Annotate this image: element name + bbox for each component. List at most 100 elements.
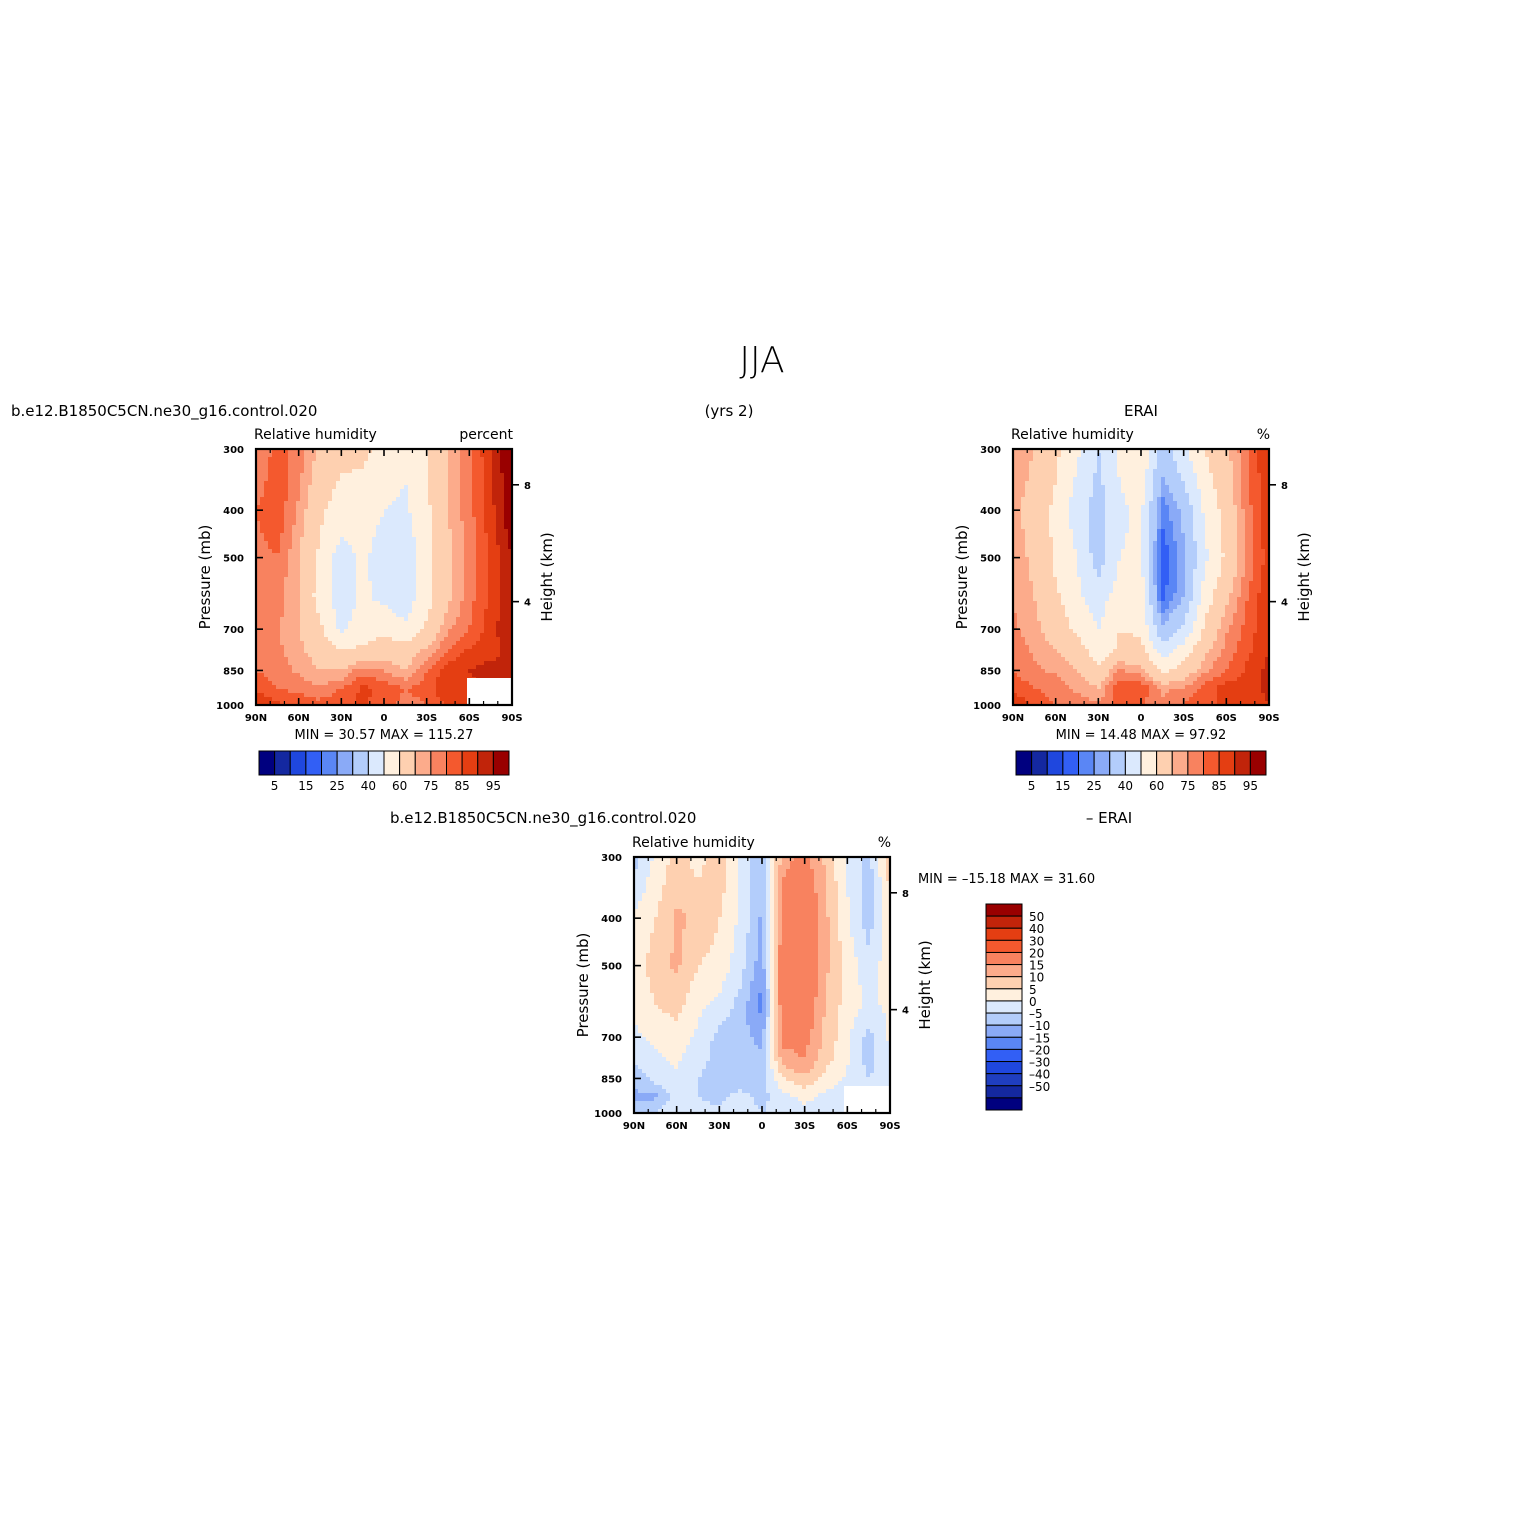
contour-cell [368,569,373,574]
contour-cell [1073,489,1078,494]
contour-cell [400,593,405,598]
contour-cell [340,541,345,546]
contour-cell [296,505,301,510]
contour-cell [268,545,273,550]
contour-cell [1133,497,1138,502]
contour-cell [328,453,333,458]
contour-cell [1061,485,1066,490]
contour-cell [508,473,513,478]
contour-cell [1097,481,1102,486]
contour-cell [348,585,353,590]
contour-cell [1157,453,1162,458]
contour-cell [428,685,433,690]
contour-cell [476,597,481,602]
contour-cell [1253,489,1258,494]
contour-cell [340,485,345,490]
contour-cell [460,681,465,686]
contour-cell [472,633,477,638]
contour-cell [496,613,501,618]
contour-cell [308,621,313,626]
contour-cell [296,609,301,614]
contour-cell [500,521,505,526]
contour-cell [256,565,261,570]
contour-cell [352,581,357,586]
contour-cell [336,605,341,610]
contour-cell [468,625,473,630]
contour-cell [440,465,445,470]
contour-cell [1185,461,1190,466]
contour-cell [1133,493,1138,498]
contour-cell [440,649,445,654]
contour-cell [392,589,397,594]
contour-cell [420,469,425,474]
contour-cell [404,649,409,654]
contour-cell [292,461,297,466]
contour-cell [296,529,301,534]
contour-cell [508,657,513,662]
contour-cell [444,509,449,514]
contour-cell [488,589,493,594]
contour-cell [276,649,281,654]
contour-cell [308,505,313,510]
contour-cell [400,605,405,610]
contour-cell [308,653,313,658]
contour-cell [472,653,477,658]
contour-cell [388,549,393,554]
contour-cell [1165,449,1170,454]
contour-cell [492,453,497,458]
contour-cell [372,601,377,606]
contour-cell [1037,461,1042,466]
contour-cell [488,569,493,574]
contour-cell [292,677,297,682]
contour-cell [476,465,481,470]
contour-cell [316,513,321,518]
contour-cell [376,681,381,686]
contour-cell [272,529,277,534]
contour-cell [1197,473,1202,478]
contour-cell [320,589,325,594]
contour-cell [1105,497,1110,502]
contour-cell [328,557,333,562]
contour-cell [324,633,329,638]
contour-cell [472,505,477,510]
contour-cell [424,649,429,654]
contour-cell [444,461,449,466]
contour-cell [316,593,321,598]
contour-cell [424,477,429,482]
contour-cell [1213,457,1218,462]
contour-cell [404,557,409,562]
contour-cell [396,473,401,478]
contour-cell [348,569,353,574]
contour-cell [408,689,413,694]
contour-cell [444,701,449,706]
contour-cell [1169,477,1174,482]
contour-cell [392,497,397,502]
contour-cell [444,657,449,662]
contour-cell [432,485,437,490]
contour-cell [456,449,461,454]
contour-cell [272,489,277,494]
contour-cell [372,549,377,554]
contour-cell [1265,465,1270,470]
contour-cell [256,641,261,646]
contour-cell [476,557,481,562]
contour-cell [408,693,413,698]
contour-cell [412,641,417,646]
contour-cell [348,561,353,566]
contour-cell [1165,481,1170,486]
contour-cell [404,601,409,606]
contour-cell [264,633,269,638]
contour-cell [420,517,425,522]
contour-cell [324,465,329,470]
contour-cell [432,465,437,470]
contour-cell [1101,473,1106,478]
contour-cell [344,605,349,610]
contour-cell [384,457,389,462]
contour-cell [276,685,281,690]
contour-cell [1089,497,1094,502]
contour-cell [480,593,485,598]
contour-cell [1133,465,1138,470]
contour-cell [384,661,389,666]
contour-cell [456,661,461,666]
contour-cell [296,553,301,558]
